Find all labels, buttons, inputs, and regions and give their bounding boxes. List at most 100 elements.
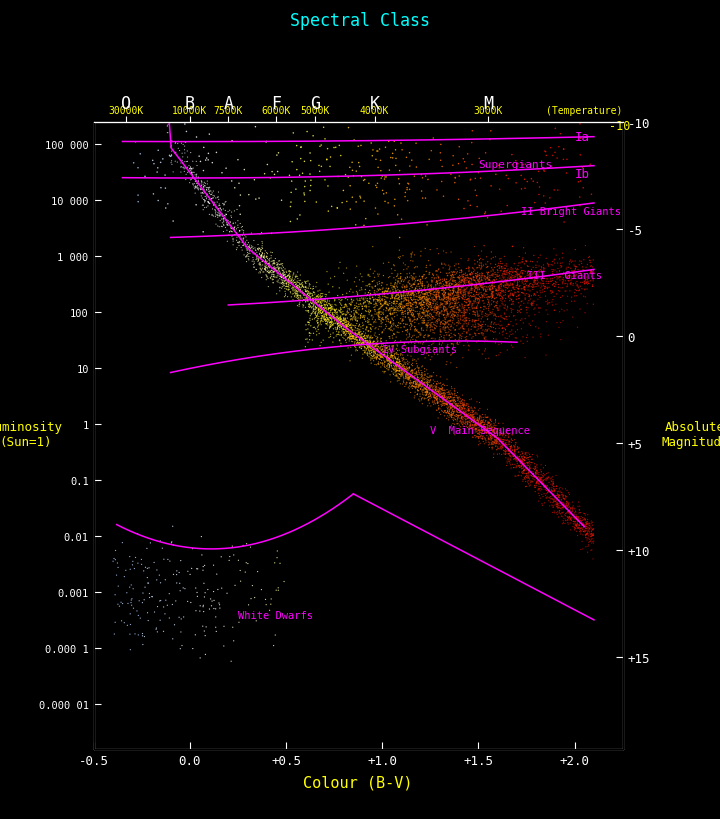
Point <box>562 505 573 518</box>
Point <box>261 270 272 283</box>
Point <box>409 371 420 384</box>
Point <box>446 397 457 410</box>
Point <box>358 334 369 347</box>
Point <box>353 337 364 351</box>
Point <box>548 477 559 491</box>
Point <box>322 312 333 325</box>
Point <box>320 314 331 327</box>
Point <box>316 301 328 314</box>
Point <box>331 321 343 334</box>
Point <box>228 218 239 231</box>
Point <box>458 302 469 315</box>
Point <box>466 415 477 428</box>
Point <box>257 242 269 256</box>
Point <box>476 267 487 280</box>
Point <box>513 296 524 310</box>
Point <box>485 429 496 442</box>
Point <box>534 285 546 298</box>
Point <box>413 290 425 303</box>
Point <box>343 318 354 331</box>
Point <box>573 518 585 532</box>
Point <box>468 422 480 435</box>
Point <box>150 623 162 636</box>
Point <box>447 414 459 427</box>
Point <box>500 274 512 287</box>
Point <box>444 288 456 301</box>
Point <box>553 285 564 298</box>
Point <box>433 274 445 287</box>
Point <box>310 304 321 317</box>
Point <box>421 378 433 391</box>
Point <box>346 321 358 334</box>
Point <box>288 274 300 287</box>
Point <box>405 248 417 261</box>
Point <box>422 319 433 333</box>
Point <box>559 269 571 283</box>
Point <box>443 391 454 405</box>
Point <box>409 364 420 377</box>
Point <box>376 347 387 360</box>
Point <box>464 293 475 306</box>
Point <box>374 328 385 342</box>
Point <box>405 302 417 315</box>
Point <box>319 314 330 328</box>
Point <box>582 275 594 288</box>
Point <box>475 416 487 429</box>
Point <box>503 455 515 468</box>
Point <box>492 441 503 454</box>
Point <box>557 514 569 527</box>
Point <box>441 297 453 310</box>
Point <box>334 319 346 332</box>
Point <box>166 159 178 172</box>
Point <box>424 382 436 395</box>
Point <box>178 611 189 624</box>
Point <box>554 128 566 141</box>
Point <box>384 347 396 360</box>
Point <box>523 474 534 487</box>
Point <box>218 640 230 653</box>
Point <box>405 322 416 335</box>
Point <box>358 174 369 188</box>
Point <box>343 317 355 330</box>
Point <box>492 289 503 302</box>
Point <box>575 256 587 269</box>
Point <box>415 169 427 182</box>
Point <box>335 311 346 324</box>
Point <box>420 387 432 400</box>
Point <box>445 395 456 408</box>
Point <box>459 423 470 437</box>
Point <box>375 321 387 334</box>
Point <box>449 419 460 432</box>
Point <box>498 285 509 298</box>
Point <box>300 282 312 295</box>
Point <box>482 424 493 437</box>
Point <box>496 298 508 311</box>
Point <box>297 289 309 302</box>
Point <box>447 308 459 321</box>
Point <box>474 272 485 285</box>
Point <box>531 459 543 473</box>
Point <box>374 291 386 304</box>
Point <box>433 290 445 303</box>
Point <box>525 450 536 464</box>
Point <box>187 156 199 169</box>
Point <box>428 374 439 387</box>
Point <box>400 290 411 303</box>
Point <box>455 400 467 414</box>
Point <box>321 306 333 319</box>
Point <box>424 387 436 400</box>
Point <box>479 336 490 349</box>
Point <box>445 410 456 423</box>
Point <box>217 213 229 226</box>
Point <box>405 289 417 302</box>
Point <box>457 286 469 299</box>
Point <box>379 284 391 297</box>
Point <box>398 275 410 288</box>
Point <box>464 273 476 286</box>
Point <box>417 288 428 301</box>
Point <box>401 342 413 355</box>
Point <box>338 314 350 327</box>
Point <box>359 333 370 346</box>
Point <box>444 329 455 342</box>
Point <box>456 285 467 298</box>
